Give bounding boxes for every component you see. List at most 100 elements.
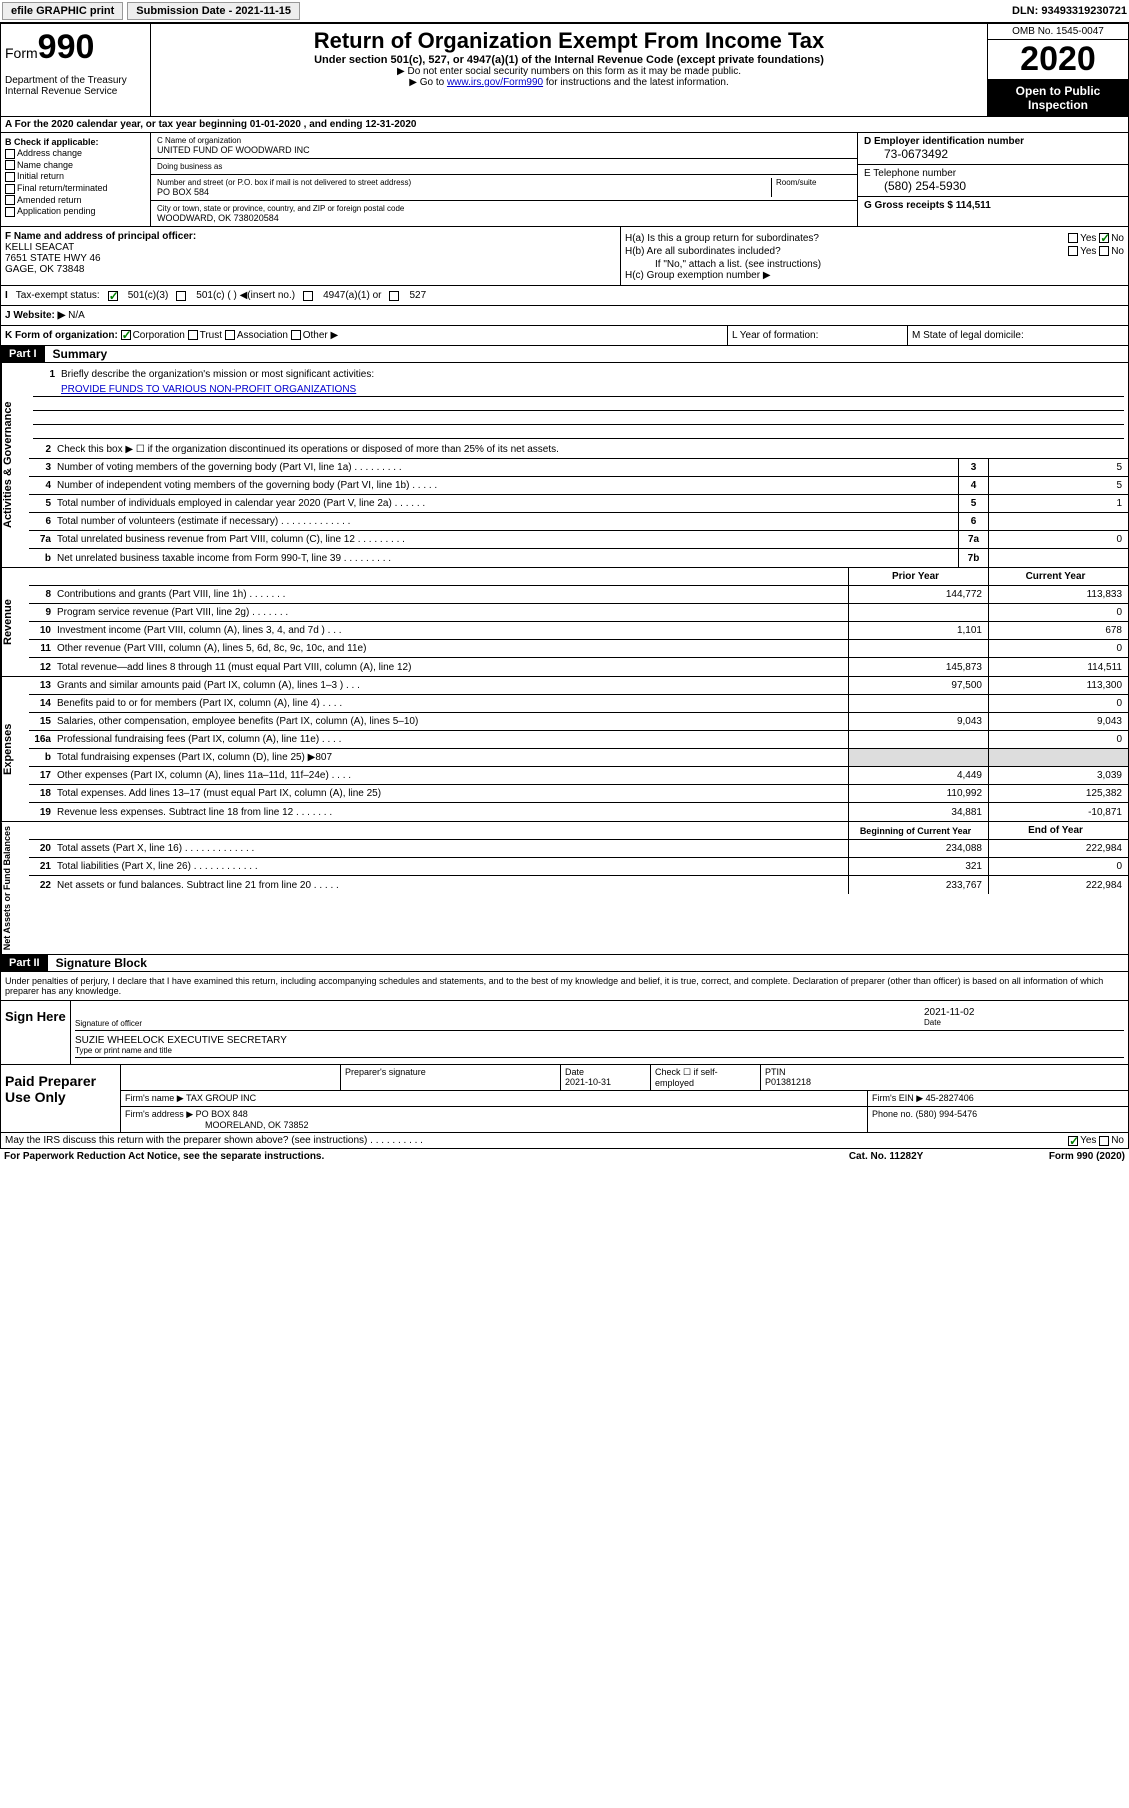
form-footer: Form 990 (2020) [1049, 1151, 1125, 1162]
website-value: N/A [68, 310, 85, 321]
officer-addr1: 7651 STATE HWY 46 [5, 253, 616, 264]
table-row: 22Net assets or fund balances. Subtract … [29, 876, 1128, 894]
chk-final-return[interactable]: Final return/terminated [5, 183, 146, 194]
discuss-yes[interactable] [1068, 1136, 1078, 1146]
chk-name-change[interactable]: Name change [5, 160, 146, 171]
efile-button[interactable]: efile GRAPHIC print [2, 2, 123, 20]
table-row: 11Other revenue (Part VIII, column (A), … [29, 640, 1128, 658]
table-row: 20Total assets (Part X, line 16) . . . .… [29, 840, 1128, 858]
officer-name: KELLI SEACAT [5, 242, 616, 253]
table-row: 9Program service revenue (Part VIII, lin… [29, 604, 1128, 622]
officer-addr2: GAGE, OK 73848 [5, 264, 616, 275]
section-h: H(a) Is this a group return for subordin… [621, 227, 1128, 285]
table-row: 17Other expenses (Part IX, column (A), l… [29, 767, 1128, 785]
mission-text[interactable]: PROVIDE FUNDS TO VARIOUS NON-PROFIT ORGA… [61, 384, 356, 395]
section-b: B Check if applicable: Address change Na… [1, 133, 151, 226]
table-row: 3Number of voting members of the governi… [29, 459, 1128, 477]
city-state-zip: WOODWARD, OK 738020584 [157, 213, 851, 223]
part1-netassets: Net Assets or Fund Balances Beginning of… [0, 822, 1129, 955]
form-number: Form990 [5, 28, 146, 67]
section-f: F Name and address of principal officer:… [1, 227, 621, 285]
tax-year: 2020 [988, 40, 1128, 80]
form-header: Form990 Department of the Treasury Inter… [0, 23, 1129, 117]
form-note-ssn: ▶ Do not enter social security numbers o… [155, 66, 983, 77]
table-row: 6Total number of volunteers (estimate if… [29, 513, 1128, 531]
chk-corporation[interactable] [121, 330, 131, 340]
chk-initial-return[interactable]: Initial return [5, 171, 146, 182]
phone: (580) 254-5930 [864, 179, 1122, 193]
part2-header: Part II Signature Block [0, 955, 1129, 972]
ptin: P01381218 [765, 1077, 1124, 1087]
part1-governance: Activities & Governance 1 Briefly descri… [0, 363, 1129, 568]
discuss-row: May the IRS discuss this return with the… [0, 1133, 1129, 1149]
table-row: 8Contributions and grants (Part VIII, li… [29, 586, 1128, 604]
table-row: bTotal fundraising expenses (Part IX, co… [29, 749, 1128, 767]
row-j-website: J Website: ▶ N/A [0, 306, 1129, 326]
section-bcd: B Check if applicable: Address change Na… [0, 133, 1129, 227]
state-of-domicile: M State of legal domicile: [908, 326, 1128, 345]
table-row: bNet unrelated business taxable income f… [29, 549, 1128, 567]
chk-501c3[interactable] [108, 291, 118, 301]
discuss-no[interactable] [1099, 1136, 1109, 1146]
ein: 73-0673492 [864, 147, 1122, 161]
form-subtitle: Under section 501(c), 527, or 4947(a)(1)… [155, 54, 983, 66]
table-row: 14Benefits paid to or for members (Part … [29, 695, 1128, 713]
chk-other[interactable] [291, 330, 301, 340]
part1-revenue: Revenue Prior Year Current Year 8Contrib… [0, 568, 1129, 677]
table-row: 5Total number of individuals employed in… [29, 495, 1128, 513]
dln: DLN: 93493319230721 [1012, 5, 1127, 17]
form-title: Return of Organization Exempt From Incom… [155, 28, 983, 54]
perjury-declaration: Under penalties of perjury, I declare th… [1, 972, 1128, 1000]
sig-date: 2021-11-02 [924, 1007, 1124, 1018]
row-k: K Form of organization: Corporation Trus… [0, 326, 1129, 346]
org-name: UNITED FUND OF WOODWARD INC [157, 145, 851, 155]
prep-date: 2021-10-31 [565, 1077, 646, 1087]
table-row: 10Investment income (Part VIII, column (… [29, 622, 1128, 640]
omb-number: OMB No. 1545-0047 [988, 24, 1128, 40]
sign-here-label: Sign Here [1, 1001, 71, 1064]
footer: For Paperwork Reduction Act Notice, see … [0, 1149, 1129, 1164]
top-bar: efile GRAPHIC print Submission Date - 20… [0, 0, 1129, 23]
chk-application-pending[interactable]: Application pending [5, 206, 146, 217]
firm-ein: 45-2827406 [926, 1093, 974, 1103]
form-note-link: ▶ Go to www.irs.gov/Form990 for instruct… [155, 77, 983, 88]
row-i-tax-exempt: I Tax-exempt status: 501(c)(3) 501(c) ( … [0, 286, 1129, 306]
table-row: 18Total expenses. Add lines 13–17 (must … [29, 785, 1128, 803]
section-c: C Name of organization UNITED FUND OF WO… [151, 133, 858, 226]
chk-address-change[interactable]: Address change [5, 148, 146, 159]
firm-addr1: PO BOX 848 [196, 1109, 248, 1119]
submission-date: Submission Date - 2021-11-15 [127, 2, 300, 20]
officer-printed-name: SUZIE WHEELOCK EXECUTIVE SECRETARY [75, 1035, 1124, 1046]
department: Department of the Treasury Internal Reve… [5, 75, 146, 97]
open-to-public: Open to Public Inspection [988, 80, 1128, 116]
chk-association[interactable] [225, 330, 235, 340]
table-row: 15Salaries, other compensation, employee… [29, 713, 1128, 731]
chk-501c[interactable] [176, 291, 186, 301]
chk-4947[interactable] [303, 291, 313, 301]
table-row: 16aProfessional fundraising fees (Part I… [29, 731, 1128, 749]
chk-trust[interactable] [188, 330, 198, 340]
chk-527[interactable] [389, 291, 399, 301]
paid-preparer: Paid Preparer Use Only Preparer's signat… [1, 1064, 1128, 1132]
chk-amended[interactable]: Amended return [5, 195, 146, 206]
part1-expenses: Expenses 13Grants and similar amounts pa… [0, 677, 1129, 822]
self-employed-check[interactable]: Check ☐ if self-employed [651, 1065, 761, 1090]
table-row: 19Revenue less expenses. Subtract line 1… [29, 803, 1128, 821]
table-row: 12Total revenue—add lines 8 through 11 (… [29, 658, 1128, 676]
table-row: 21Total liabilities (Part X, line 26) . … [29, 858, 1128, 876]
table-row: 7aTotal unrelated business revenue from … [29, 531, 1128, 549]
row-a-tax-year: A For the 2020 calendar year, or tax yea… [0, 117, 1129, 133]
irs-link[interactable]: www.irs.gov/Form990 [447, 77, 543, 88]
table-row: 13Grants and similar amounts paid (Part … [29, 677, 1128, 695]
street-address: PO BOX 584 [157, 187, 771, 197]
part1-header: Part I Summary [0, 346, 1129, 363]
gross-receipts: G Gross receipts $ 114,511 [864, 200, 1122, 211]
section-d: D Employer identification number 73-0673… [858, 133, 1128, 226]
signature-block: Under penalties of perjury, I declare th… [0, 972, 1129, 1133]
table-row: 4Number of independent voting members of… [29, 477, 1128, 495]
firm-name: TAX GROUP INC [186, 1093, 256, 1103]
firm-phone: (580) 994-5476 [916, 1109, 978, 1119]
cat-no: Cat. No. 11282Y [849, 1151, 1049, 1162]
year-of-formation: L Year of formation: [728, 326, 908, 345]
section-fh: F Name and address of principal officer:… [0, 227, 1129, 286]
